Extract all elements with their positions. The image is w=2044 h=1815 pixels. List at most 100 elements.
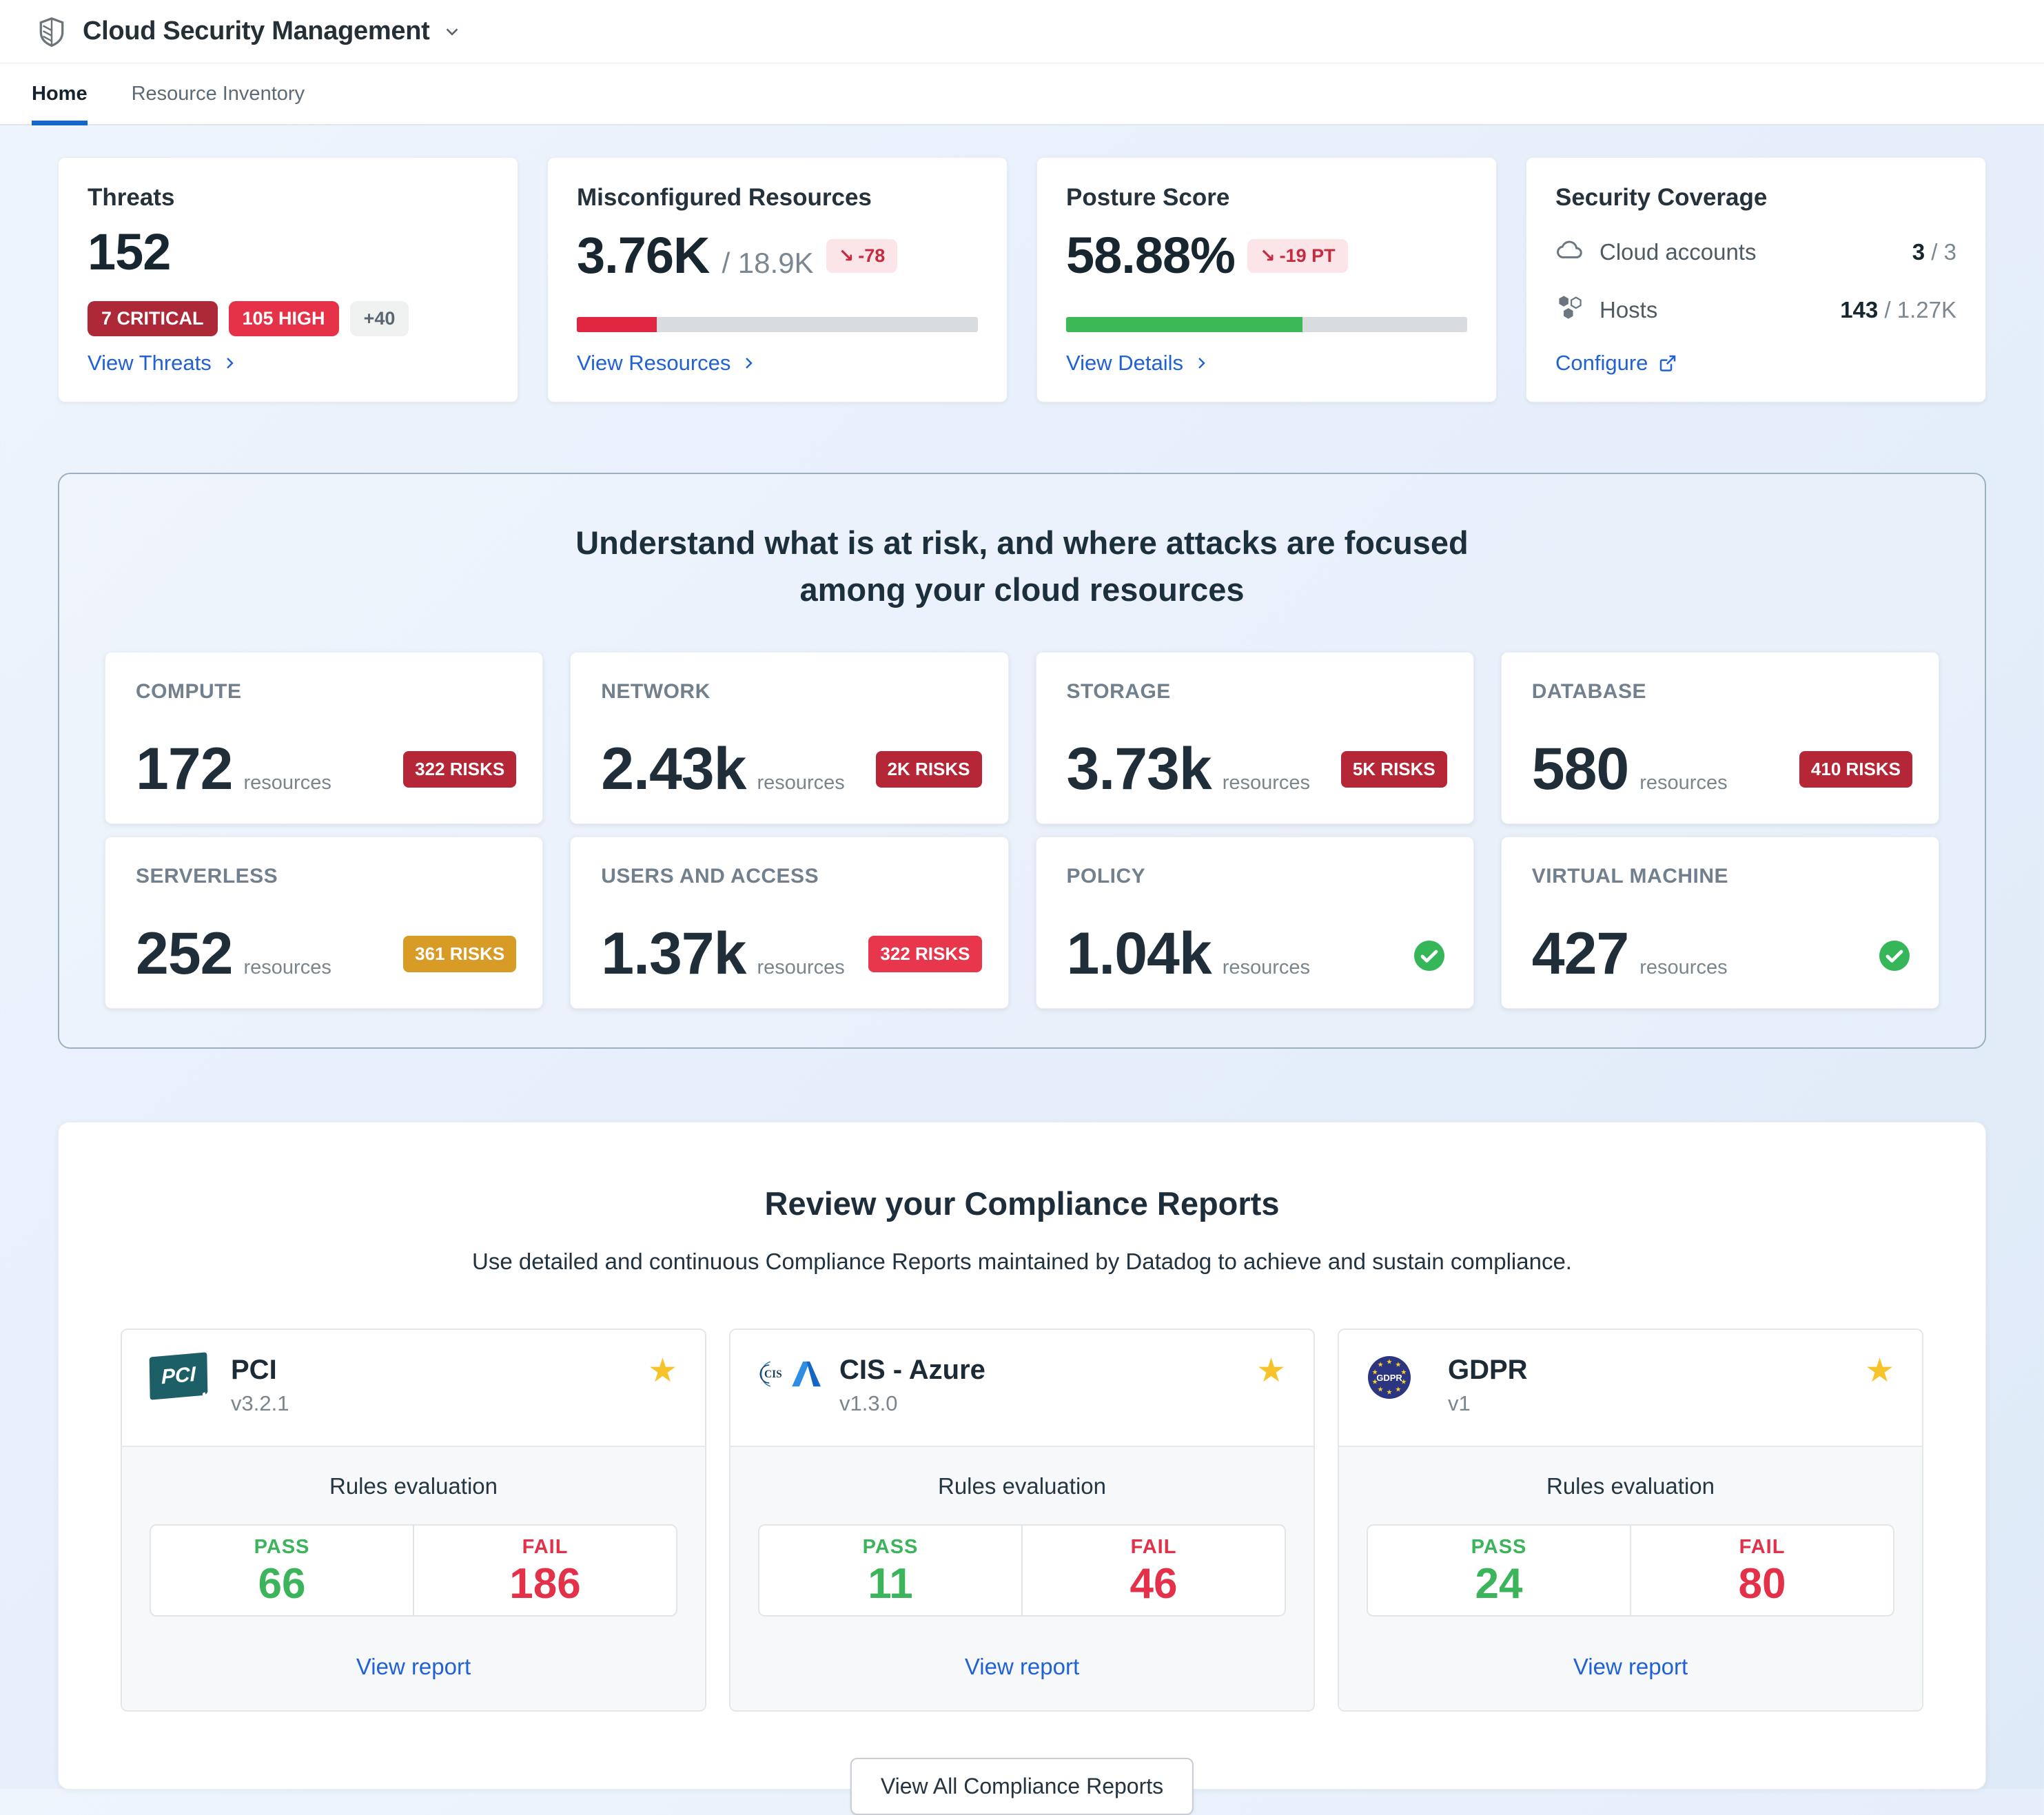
pass-label: PASS	[862, 1535, 919, 1558]
view-report-link[interactable]: View report	[356, 1654, 471, 1680]
coverage-row-cloud-accounts: Cloud accounts 3 / 3	[1555, 235, 1956, 269]
pass-count: 66	[258, 1559, 306, 1608]
risk-card-users-and-access[interactable]: USERS AND ACCESS 1.37k resources 322 RISK…	[570, 837, 1009, 1009]
compliance-heading: Review your Compliance Reports	[764, 1185, 1280, 1222]
chevron-right-icon	[740, 355, 757, 371]
risks-badge: 2K RISKS	[875, 751, 982, 788]
fail-label: FAIL	[1130, 1535, 1177, 1558]
report-version: v1.3.0	[839, 1391, 898, 1416]
risks-badge: 322 RISKS	[403, 751, 517, 788]
tab-bar: Home Resource Inventory	[0, 63, 2044, 125]
check-circle-icon	[1878, 939, 1911, 972]
star-icon[interactable]: ★	[647, 1353, 677, 1390]
summary-row: Threats 152 7 CRITICAL 105 HIGH +40 View…	[58, 157, 1986, 402]
view-threats-link[interactable]: View Threats	[88, 351, 489, 376]
risk-card-compute[interactable]: COMPUTE 172 resources 322 RISKS	[105, 652, 544, 825]
trend-down-icon: ↘	[838, 245, 855, 266]
svg-text:★: ★	[1387, 1389, 1393, 1397]
chevron-right-icon	[1193, 355, 1209, 371]
svg-text:★: ★	[1395, 1362, 1401, 1369]
posture-progress-bar	[1066, 317, 1467, 332]
misconfigured-delta-badge: ↘ -78	[826, 238, 898, 273]
misconfigured-progress-bar	[577, 317, 978, 332]
view-resources-link[interactable]: View Resources	[577, 351, 978, 376]
misconfigured-title: Misconfigured Resources	[577, 184, 872, 211]
coverage-label: Cloud accounts	[1600, 239, 1757, 265]
risk-card-database[interactable]: DATABASE 580 resources 410 RISKS	[1500, 652, 1939, 825]
pass-label: PASS	[1471, 1535, 1527, 1558]
svg-text:★: ★	[1387, 1359, 1393, 1366]
svg-text:GDPR: GDPR	[1376, 1373, 1402, 1383]
pass-fail-box: PASS 11 FAIL 46	[758, 1524, 1286, 1617]
posture-score-card: Posture Score 58.88% ↘ -19 PT View Detail…	[1036, 157, 1497, 402]
svg-text:★: ★	[1400, 1369, 1407, 1377]
rules-evaluation-label: Rules evaluation	[1546, 1473, 1715, 1499]
misconfigured-total: / 18.9K	[722, 247, 814, 279]
view-all-compliance-reports-button[interactable]: View All Compliance Reports	[850, 1758, 1194, 1815]
report-version: v1	[1448, 1391, 1471, 1416]
svg-text:★: ★	[1378, 1386, 1384, 1394]
check-icon: ✔	[199, 1382, 218, 1406]
risk-card-serverless[interactable]: SERVERLESS 252 resources 361 RISKS	[105, 837, 544, 1009]
report-row: PCI ✔ PCI v3.2.1 ★ Rules evaluation PASS …	[59, 1329, 1985, 1712]
star-icon[interactable]: ★	[1256, 1353, 1286, 1390]
coverage-title: Security Coverage	[1555, 184, 1768, 211]
risk-card-storage[interactable]: STORAGE 3.73k resources 5K RISKS	[1035, 652, 1474, 825]
fail-count: 46	[1130, 1559, 1178, 1608]
report-name: CIS - Azure	[839, 1355, 985, 1386]
report-name: PCI	[231, 1355, 277, 1386]
coverage-value: 3 / 3	[1912, 239, 1956, 265]
fail-count: 80	[1738, 1559, 1786, 1608]
threats-card: Threats 152 7 CRITICAL 105 HIGH +40 View…	[58, 157, 518, 402]
hosts-icon	[1555, 293, 1584, 327]
app-header: Cloud Security Management	[0, 0, 2044, 63]
threats-count: 152	[88, 223, 171, 280]
threats-title: Threats	[88, 184, 175, 211]
compliance-panel: Review your Compliance Reports Use detai…	[58, 1122, 1986, 1815]
svg-text:CIS: CIS	[764, 1368, 782, 1380]
critical-badge: 7 CRITICAL	[88, 300, 218, 336]
compliance-subheading: Use detailed and continuous Compliance R…	[472, 1249, 1572, 1275]
chevron-down-icon[interactable]	[442, 21, 462, 42]
pass-fail-box: PASS 24 FAIL 80	[1367, 1524, 1894, 1617]
view-report-link[interactable]: View report	[1573, 1654, 1688, 1680]
tab-resource-inventory[interactable]: Resource Inventory	[131, 82, 305, 105]
cis-azure-logo: CIS	[758, 1355, 821, 1393]
risk-grid: COMPUTE 172 resources 322 RISKS NETWORK 2…	[105, 652, 1939, 1009]
risk-card-policy[interactable]: POLICY 1.04k resources	[1035, 837, 1474, 1009]
chevron-right-icon	[221, 355, 238, 371]
configure-link[interactable]: Configure	[1555, 351, 1956, 376]
pass-fail-box: PASS 66 FAIL 186	[150, 1524, 677, 1617]
high-badge: 105 HIGH	[228, 300, 339, 336]
star-icon[interactable]: ★	[1864, 1353, 1894, 1390]
risk-card-virtual-machine[interactable]: VIRTUAL MACHINE 427 resources	[1500, 837, 1939, 1009]
tab-home[interactable]: Home	[32, 63, 88, 125]
view-report-link[interactable]: View report	[964, 1654, 1080, 1680]
view-details-link[interactable]: View Details	[1066, 351, 1467, 376]
fail-label: FAIL	[1739, 1535, 1786, 1558]
risks-badge: 5K RISKS	[1340, 751, 1447, 788]
svg-text:★: ★	[1372, 1369, 1378, 1377]
cloud-icon	[1555, 235, 1584, 269]
main-content: Threats 152 7 CRITICAL 105 HIGH +40 View…	[0, 125, 2044, 1815]
report-card-pci: PCI ✔ PCI v3.2.1 ★ Rules evaluation PASS …	[121, 1329, 706, 1712]
svg-text:★: ★	[1400, 1379, 1407, 1386]
fail-count: 186	[509, 1559, 581, 1608]
coverage-row-hosts: Hosts 143 / 1.27K	[1555, 293, 1956, 327]
shield-icon	[36, 16, 68, 48]
pass-count: 24	[1475, 1559, 1523, 1608]
coverage-value: 143 / 1.27K	[1840, 297, 1956, 322]
rules-evaluation-label: Rules evaluation	[938, 1473, 1106, 1499]
posture-score-value: 58.88%	[1066, 227, 1236, 284]
svg-text:★: ★	[1378, 1362, 1384, 1369]
posture-delta-badge: ↘ -19 PT	[1247, 238, 1348, 273]
pass-label: PASS	[254, 1535, 310, 1558]
report-card-gdpr: ★ ★ ★ ★ ★ ★ ★ ★ ★ ★ GDPR	[1338, 1329, 1923, 1712]
check-circle-icon	[1413, 939, 1446, 972]
coverage-label: Hosts	[1600, 297, 1658, 322]
svg-text:★: ★	[1372, 1379, 1378, 1386]
trend-down-icon: ↘	[1259, 245, 1276, 266]
security-coverage-card: Security Coverage Cloud accounts 3 / 3	[1526, 157, 1986, 402]
svg-text:★: ★	[1395, 1386, 1401, 1394]
risk-card-network[interactable]: NETWORK 2.43k resources 2K RISKS	[570, 652, 1009, 825]
